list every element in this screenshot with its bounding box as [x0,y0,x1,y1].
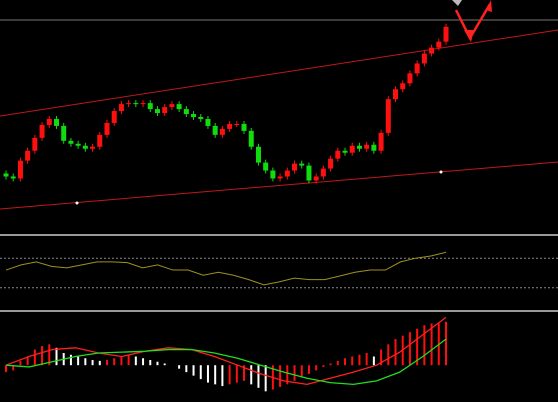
signal-line [5,316,447,386]
candle-body [212,125,218,135]
candle-body [46,118,52,125]
candle-body [111,111,117,123]
candle-body [104,122,110,135]
candle-body [25,150,31,161]
candle-body [270,170,276,179]
candle-body [421,53,427,64]
candle-body [284,170,290,177]
signal-line [5,338,447,385]
candle-body [378,132,384,151]
arrow-head [452,0,462,6]
candle-body [118,104,124,112]
candle-body [61,125,67,141]
candle-body [356,145,362,149]
candle-body [154,109,160,114]
arrow-head [464,30,474,42]
candle-body [97,134,103,147]
oscillator-line [5,251,447,286]
candle-body [234,123,240,125]
candle-body [407,73,413,84]
candle-body [140,103,146,105]
candle-body [162,107,168,114]
candle-body [248,130,254,147]
arrow-head [486,0,492,12]
candle-body [335,150,341,159]
candle-body [277,176,283,179]
candle-body [191,114,197,118]
candle-body [205,118,211,126]
candle-body [349,145,355,153]
candle-body [169,104,175,108]
candle-body [385,99,391,133]
candle-body [183,109,189,115]
candle-body [443,26,449,42]
candle-body [32,137,38,151]
candle-body [328,158,334,169]
candle-body [90,146,96,149]
candle-body [3,173,9,177]
candle-body [198,117,204,119]
candle-body [241,123,247,131]
candle-body [75,143,81,146]
candle-body [176,104,182,110]
candle-body [147,103,153,110]
channel-upper [0,29,558,117]
candle-body [299,163,305,166]
candle-body [371,144,377,151]
candle-body [436,41,442,48]
candle-body [68,140,74,144]
marker [75,201,79,205]
candle-body [393,89,399,100]
candle-body [255,146,261,163]
candle-body [53,118,59,126]
candle-body [429,47,435,54]
candle-body [292,163,298,171]
candle-body [342,150,348,153]
candle-body [10,176,16,179]
candle-body [133,103,139,105]
candle-body [313,176,319,181]
candle-body [306,165,312,181]
candle-body [227,123,233,129]
candle-body [82,145,88,149]
candle-body [320,168,326,177]
candle-body [219,128,225,135]
marker [439,170,443,174]
candle-body [414,63,420,74]
channel-lower [0,161,558,210]
candle-body [126,103,132,105]
candle-body [400,83,406,90]
candle-body [364,144,370,149]
candle-body [263,162,269,171]
candle-body [39,124,45,138]
candle-body [17,160,23,179]
